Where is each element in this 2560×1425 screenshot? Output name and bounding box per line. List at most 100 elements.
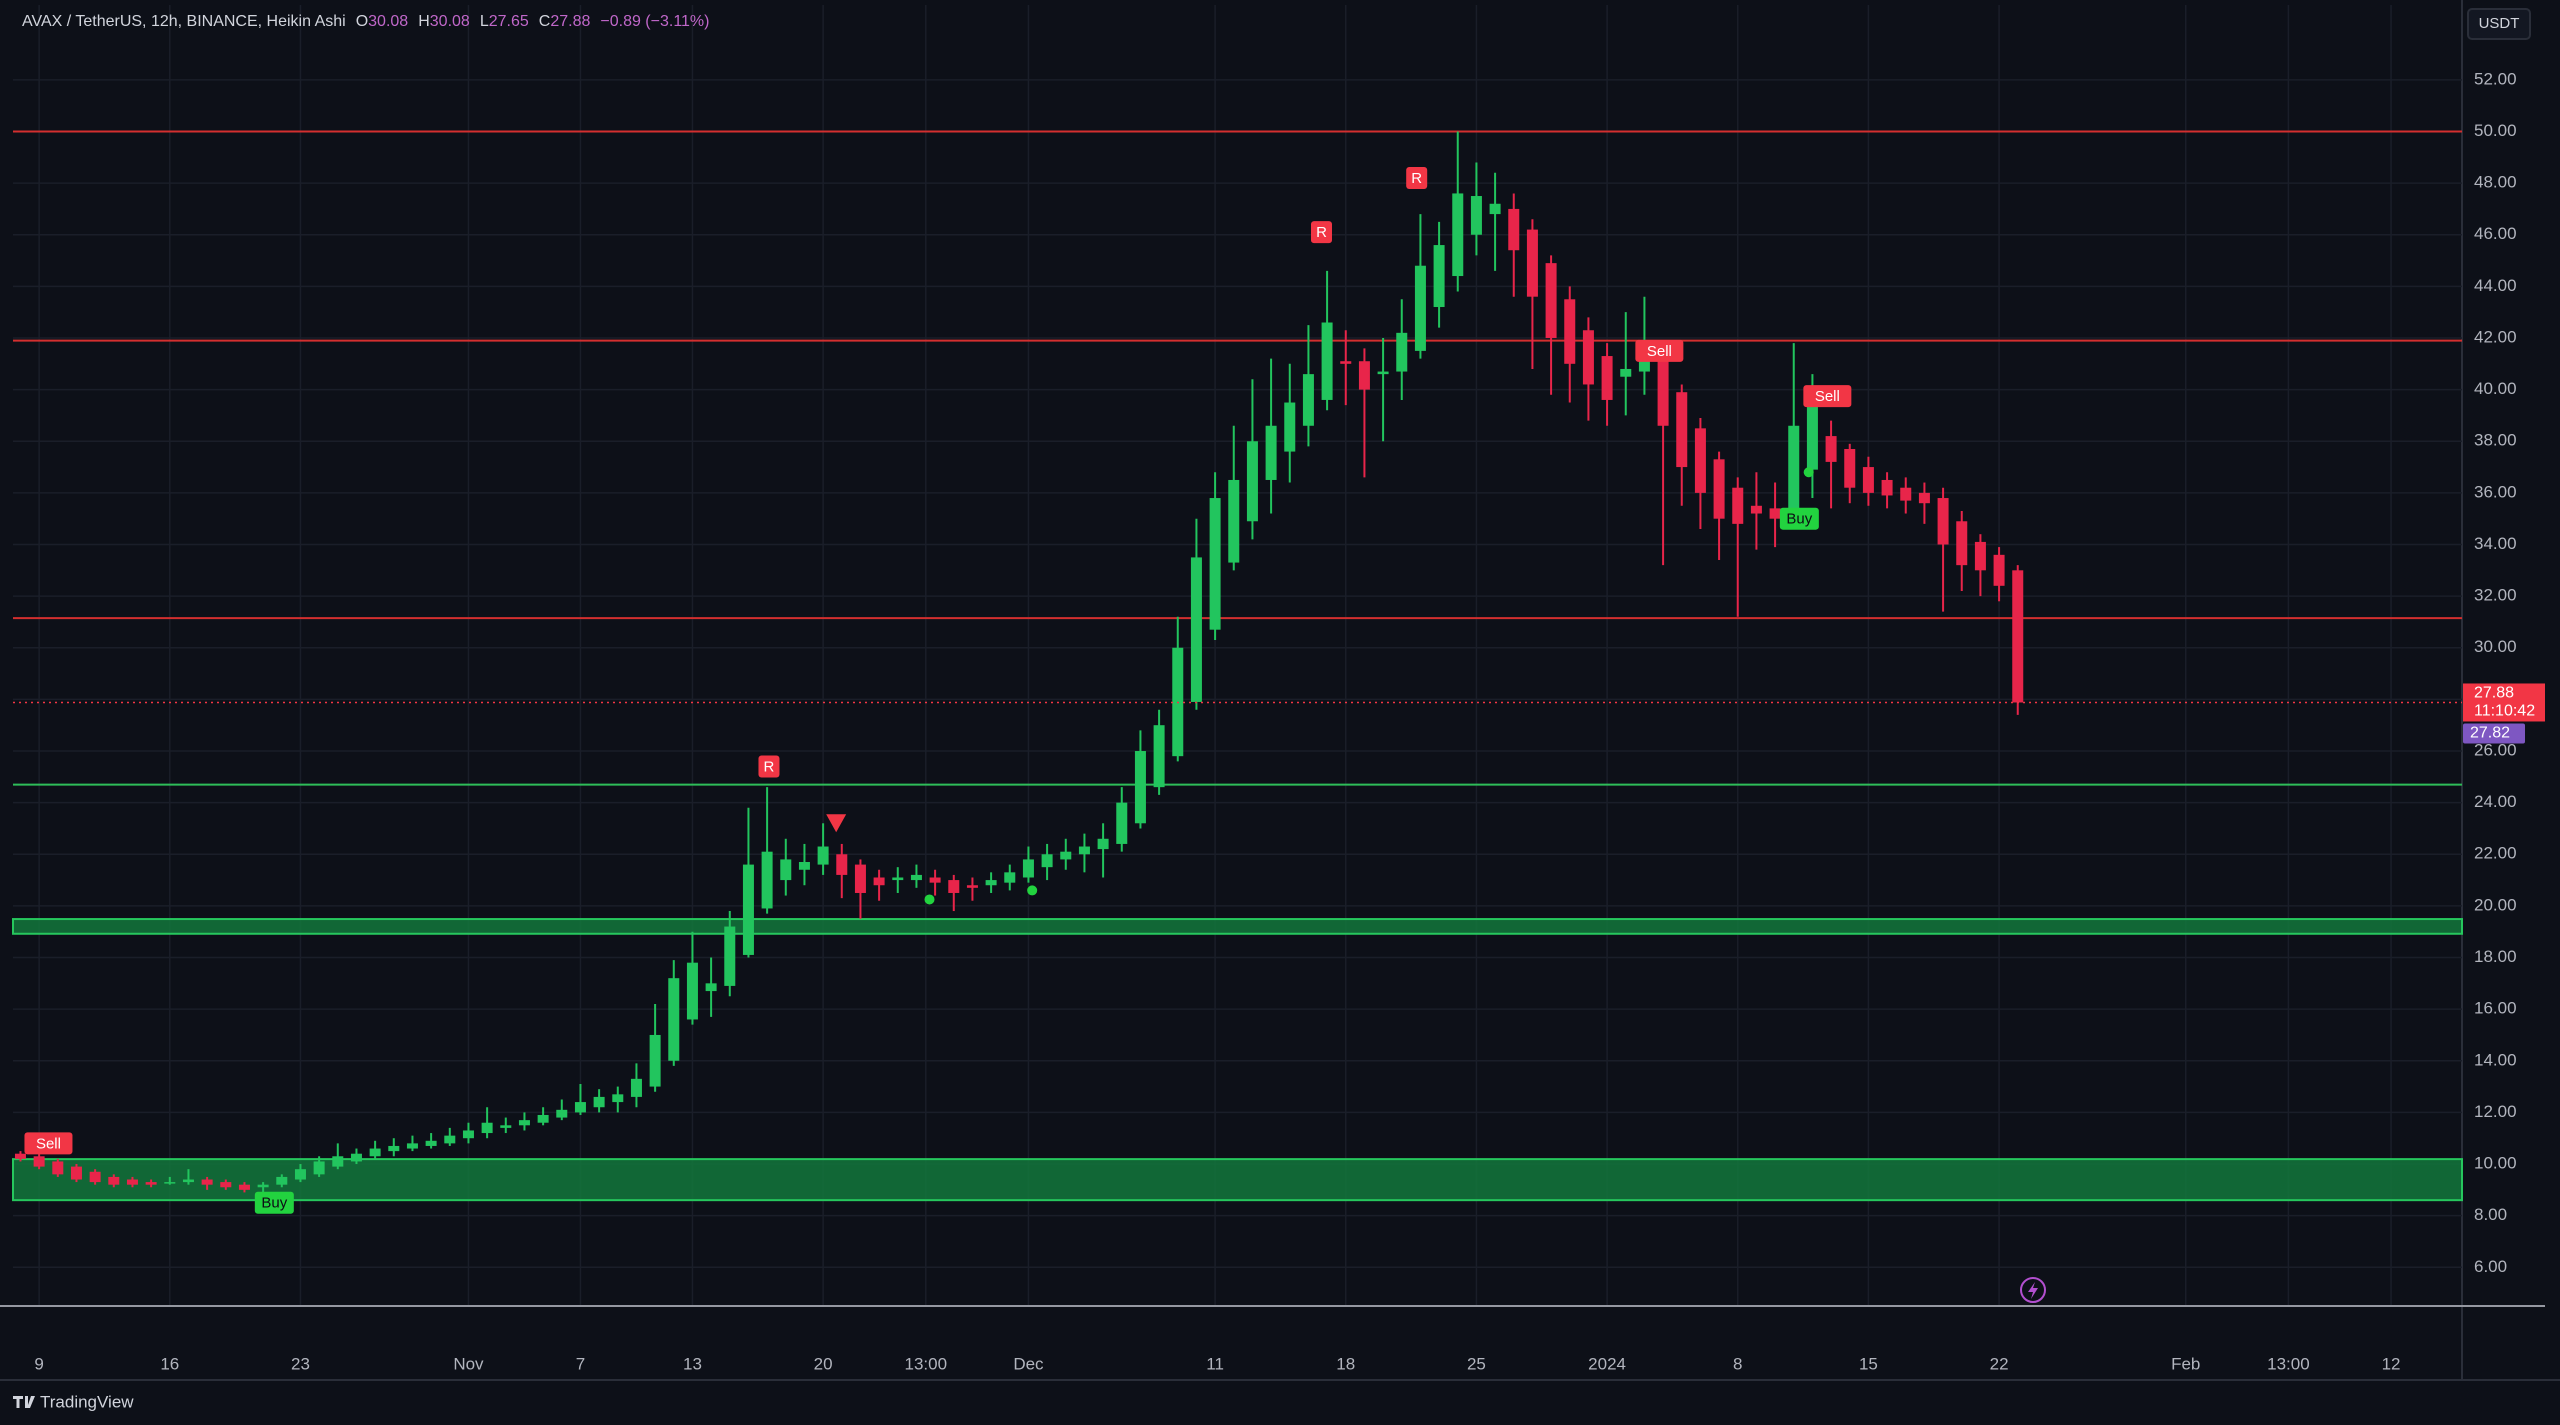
x-tick-label: 22 <box>1990 1354 2009 1373</box>
candle-body <box>89 1171 101 1183</box>
y-tick-label: 26.00 <box>2474 740 2517 759</box>
candle-body <box>929 877 941 883</box>
candle-body <box>574 1102 586 1113</box>
candle-body <box>276 1176 288 1185</box>
candle-body <box>1937 498 1949 545</box>
x-tick-label: 15 <box>1859 1354 1878 1373</box>
candle-body <box>2012 570 2024 703</box>
candle-body <box>518 1120 530 1126</box>
y-tick-label: 10.00 <box>2474 1154 2517 1173</box>
candle-body <box>1041 854 1053 868</box>
candle-body <box>630 1078 642 1097</box>
signal-label-box <box>1310 221 1332 244</box>
x-tick-label: Dec <box>1013 1354 1044 1373</box>
signal-label: R <box>1411 170 1422 187</box>
candle-body <box>1265 425 1277 480</box>
currency-label[interactable]: USDT <box>2479 15 2520 32</box>
candle-body <box>1228 479 1240 563</box>
logo-mark <box>13 1396 35 1408</box>
candle-body <box>1396 332 1408 372</box>
legend-header: AVAX / TetherUS, 12h, BINANCE, Heikin As… <box>22 13 709 30</box>
candle-body <box>1582 330 1594 385</box>
candle-body <box>1433 245 1445 308</box>
candle-body <box>854 864 866 893</box>
prev-price-label: 27.82 <box>2470 725 2510 742</box>
candle-body <box>33 1156 45 1167</box>
y-tick-label: 44.00 <box>2474 276 2517 295</box>
y-tick-label: 34.00 <box>2474 534 2517 553</box>
signal-dot <box>924 894 935 905</box>
alert-icon[interactable] <box>2020 1277 2046 1303</box>
candle-body <box>1116 802 1128 844</box>
candle-body <box>1694 428 1706 493</box>
alert-circle[interactable] <box>2020 1277 2046 1303</box>
candle-body <box>556 1109 568 1118</box>
candle-body <box>593 1096 605 1108</box>
y-tick-label: 18.00 <box>2474 947 2517 966</box>
candle-body <box>350 1153 362 1162</box>
x-tick-label: 20 <box>814 1354 833 1373</box>
candle-body <box>537 1114 549 1123</box>
signal-dot <box>1803 467 1814 478</box>
candle-body <box>892 877 904 881</box>
y-tick-label: 46.00 <box>2474 224 2517 243</box>
signal-label: Sell <box>1647 343 1672 360</box>
candle-body <box>705 983 717 992</box>
y-tick-label: 36.00 <box>2474 482 2517 501</box>
symbol: AVAX / TetherUS, 12h, BINANCE, Heikin As… <box>22 13 346 30</box>
signal-label: R <box>1316 224 1327 241</box>
close-label: C <box>539 13 551 30</box>
candle-body <box>406 1143 418 1149</box>
signal-label-box <box>24 1132 73 1155</box>
candle-body <box>425 1140 437 1146</box>
signal-label-box <box>254 1191 294 1214</box>
candle-body <box>836 854 848 875</box>
signal-triangle <box>826 814 847 833</box>
y-tick-label: 48.00 <box>2474 173 2517 192</box>
candle-body <box>780 859 792 881</box>
candle-body <box>1956 521 1968 566</box>
candle-body <box>1788 425 1800 514</box>
plot-area: 6.00 8.00 10.00 12.00 14.00 16.00 18.00 20.00 22… <box>0 5 2545 1373</box>
signal-label-box <box>1803 385 1852 408</box>
x-tick-label: 11 <box>1206 1354 1224 1373</box>
candle-body <box>444 1135 456 1144</box>
signal-label: R <box>764 758 775 775</box>
last-price-label: 27.88 <box>2474 685 2514 702</box>
candle-body <box>985 880 997 886</box>
candle-body <box>761 851 773 909</box>
candle-body <box>1508 208 1520 251</box>
currency-button[interactable] <box>2467 8 2531 40</box>
candle-body <box>1769 508 1781 519</box>
candle-body <box>257 1184 269 1188</box>
y-tick-label: 32.00 <box>2474 586 2517 605</box>
candle-body <box>1564 299 1576 364</box>
candle-body <box>1470 196 1482 235</box>
y-tick-label: 24.00 <box>2474 792 2517 811</box>
candle-body <box>966 885 978 888</box>
countdown-label: 11:10:42 <box>2474 703 2535 720</box>
y-tick-label: 16.00 <box>2474 999 2517 1018</box>
candle-body <box>1358 361 1370 390</box>
support-zone <box>12 1158 2463 1202</box>
y-tick-label: 8.00 <box>2474 1205 2507 1224</box>
x-tick-label: 25 <box>1467 1354 1486 1373</box>
candle-body <box>1209 498 1221 630</box>
brand-name: TradingView <box>40 1392 134 1411</box>
candle-body <box>1974 541 1986 571</box>
open-value: 30.08 <box>368 13 408 30</box>
candle-body <box>313 1161 325 1175</box>
y-tick-label: 20.00 <box>2474 895 2517 914</box>
x-tick-label: 18 <box>1336 1354 1355 1373</box>
y-tick-label: 52.00 <box>2474 69 2517 88</box>
candle-body <box>1900 487 1912 501</box>
candle-body <box>668 978 680 1061</box>
candle-body <box>1340 361 1352 364</box>
candle-body <box>108 1176 120 1185</box>
candle-body <box>1414 265 1426 351</box>
candle-body <box>873 877 885 886</box>
alert-bolt[interactable] <box>2028 1282 2038 1299</box>
